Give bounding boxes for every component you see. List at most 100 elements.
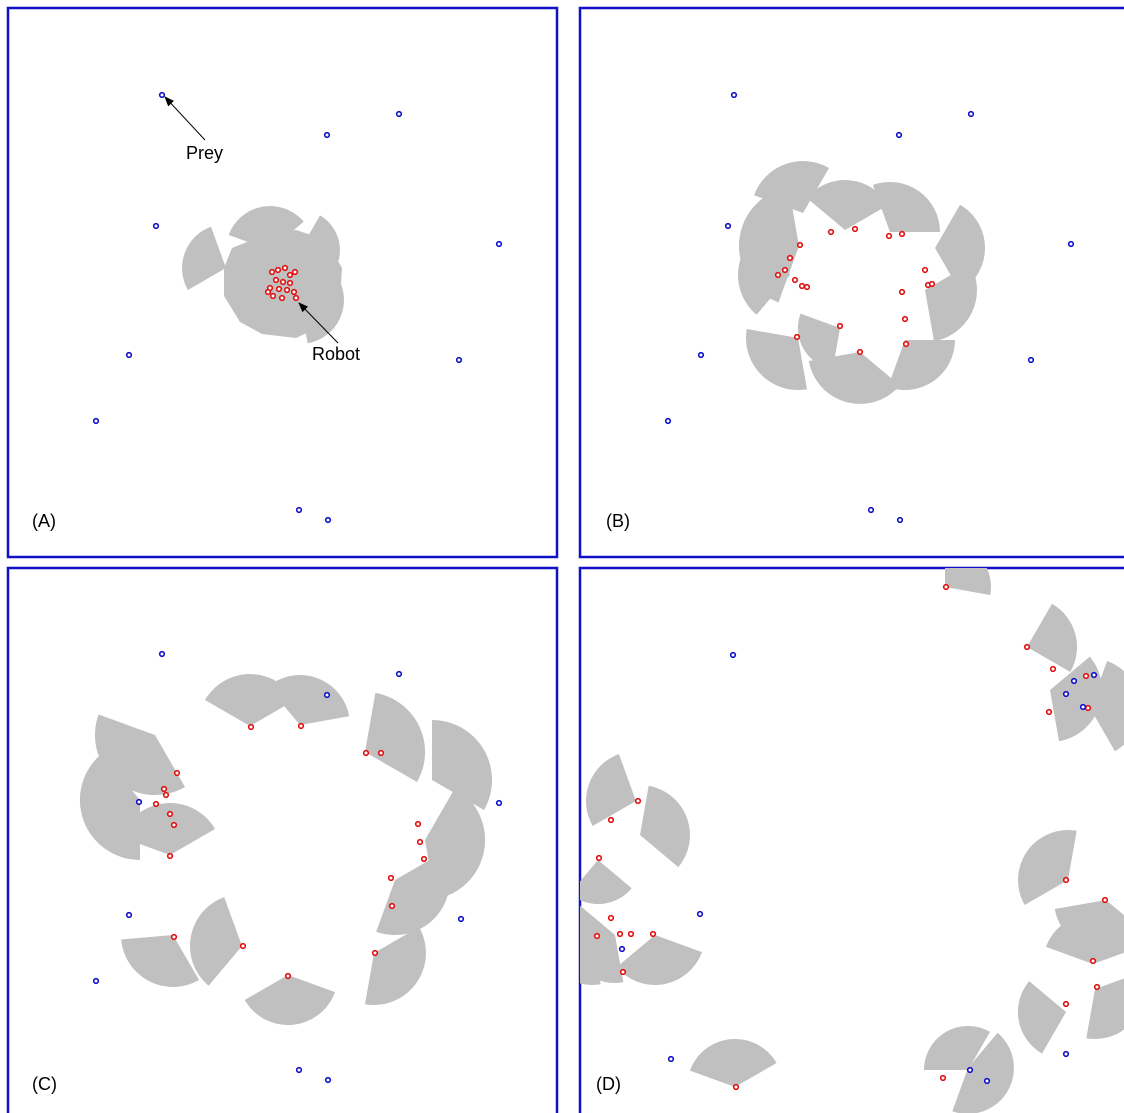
robot-dot — [798, 282, 806, 290]
robot-dot — [786, 254, 794, 262]
sensor-sector — [244, 975, 335, 1026]
sensor-sector — [1018, 830, 1077, 905]
prey-dot — [966, 1066, 974, 1074]
sensor-sector — [806, 180, 889, 230]
robot-dot — [827, 228, 835, 236]
prey-dot — [295, 1066, 303, 1074]
prey-dot — [158, 650, 166, 658]
robot-dot — [616, 930, 624, 938]
sensor-sector — [121, 802, 215, 855]
robot-dot — [1101, 896, 1109, 904]
robot-dot — [627, 930, 635, 938]
robot-dot — [921, 266, 929, 274]
prey-dot — [867, 506, 875, 514]
sensor-sector — [1086, 978, 1124, 1039]
robot-dot — [420, 855, 428, 863]
sensor-sector — [1050, 656, 1102, 742]
robot-dot — [902, 340, 910, 348]
robot-dot — [362, 749, 370, 757]
robot-dot — [152, 800, 160, 808]
robot-dot — [283, 286, 291, 294]
sensor-sector — [1046, 914, 1124, 964]
robot-dot — [297, 722, 305, 730]
robot-dot — [1084, 704, 1092, 712]
prey-dot — [457, 915, 465, 923]
sensor-sector — [746, 329, 807, 390]
prey-dot — [323, 131, 331, 139]
robot-dot — [793, 333, 801, 341]
sensor-sector — [267, 675, 350, 725]
sensor-sector — [365, 927, 426, 1005]
robot-dot — [803, 283, 811, 291]
sensor-sector — [121, 935, 199, 987]
sensor-sector — [1017, 981, 1066, 1054]
sensor-sector — [300, 278, 344, 344]
sensor-sector — [1090, 661, 1124, 752]
robot-dot — [1049, 665, 1057, 673]
robot-dot — [781, 266, 789, 274]
sensor-sector — [952, 1032, 1014, 1113]
robot-dot — [898, 288, 906, 296]
panel-b-frame — [578, 6, 1124, 559]
sensor-sector — [580, 905, 624, 983]
robot-dot — [371, 949, 379, 957]
prey-dot — [495, 799, 503, 807]
sensor-sector — [365, 692, 426, 782]
robot-dot — [898, 230, 906, 238]
sensor-sector — [945, 568, 991, 595]
robot-dot — [1089, 957, 1097, 965]
robot-dot — [796, 241, 804, 249]
sensor-sector — [872, 181, 940, 232]
robot-dot — [264, 288, 272, 296]
robot-dot — [274, 266, 282, 274]
prey-dot — [895, 131, 903, 139]
robot-dot — [774, 271, 782, 279]
robot-dot — [732, 1083, 740, 1091]
sensor-sector — [376, 852, 450, 936]
prey-dot — [324, 516, 332, 524]
prey-dot — [135, 798, 143, 806]
robot-dot — [1062, 876, 1070, 884]
prey-dot — [730, 91, 738, 99]
prey-dot — [896, 516, 904, 524]
sensor-sector — [580, 860, 632, 904]
sensor-sector — [182, 226, 226, 290]
sensor-sector — [432, 720, 493, 810]
robot-arrow — [298, 302, 339, 344]
robot-dot — [275, 285, 283, 293]
prey-dot — [152, 222, 160, 230]
prey-dot — [664, 417, 672, 425]
robot-dot — [593, 932, 601, 940]
robot-dot — [607, 914, 615, 922]
robot-dot — [377, 749, 385, 757]
sensor-sector — [190, 897, 242, 986]
robot-dot — [1045, 708, 1053, 716]
prey-dot — [1062, 690, 1070, 698]
robot-dot — [851, 225, 859, 233]
sensor-sector — [924, 1026, 990, 1070]
prey-dot — [395, 110, 403, 118]
prey-dot — [729, 651, 737, 659]
robot-dot — [836, 322, 844, 330]
robot-dot — [279, 278, 287, 286]
robot-dot — [284, 972, 292, 980]
robot-dot — [286, 271, 294, 279]
prey-dot — [324, 1076, 332, 1084]
prey-dot — [495, 240, 503, 248]
robot-dot — [885, 232, 893, 240]
panel-a-label: (A) — [32, 511, 56, 531]
robot-dot — [269, 292, 277, 300]
robot-dot — [281, 264, 289, 272]
sensor-sector — [585, 754, 636, 826]
robot-dot — [414, 820, 422, 828]
robot-dot — [634, 797, 642, 805]
robot-dot — [416, 838, 424, 846]
prey-dot — [92, 977, 100, 985]
robot-dot — [278, 294, 286, 302]
robot-dot — [170, 933, 178, 941]
sensor-sector — [797, 313, 840, 370]
prey-dot — [1027, 356, 1035, 364]
sensor-sector — [300, 215, 340, 270]
robot-dot — [239, 942, 247, 950]
robot-dot — [290, 288, 298, 296]
